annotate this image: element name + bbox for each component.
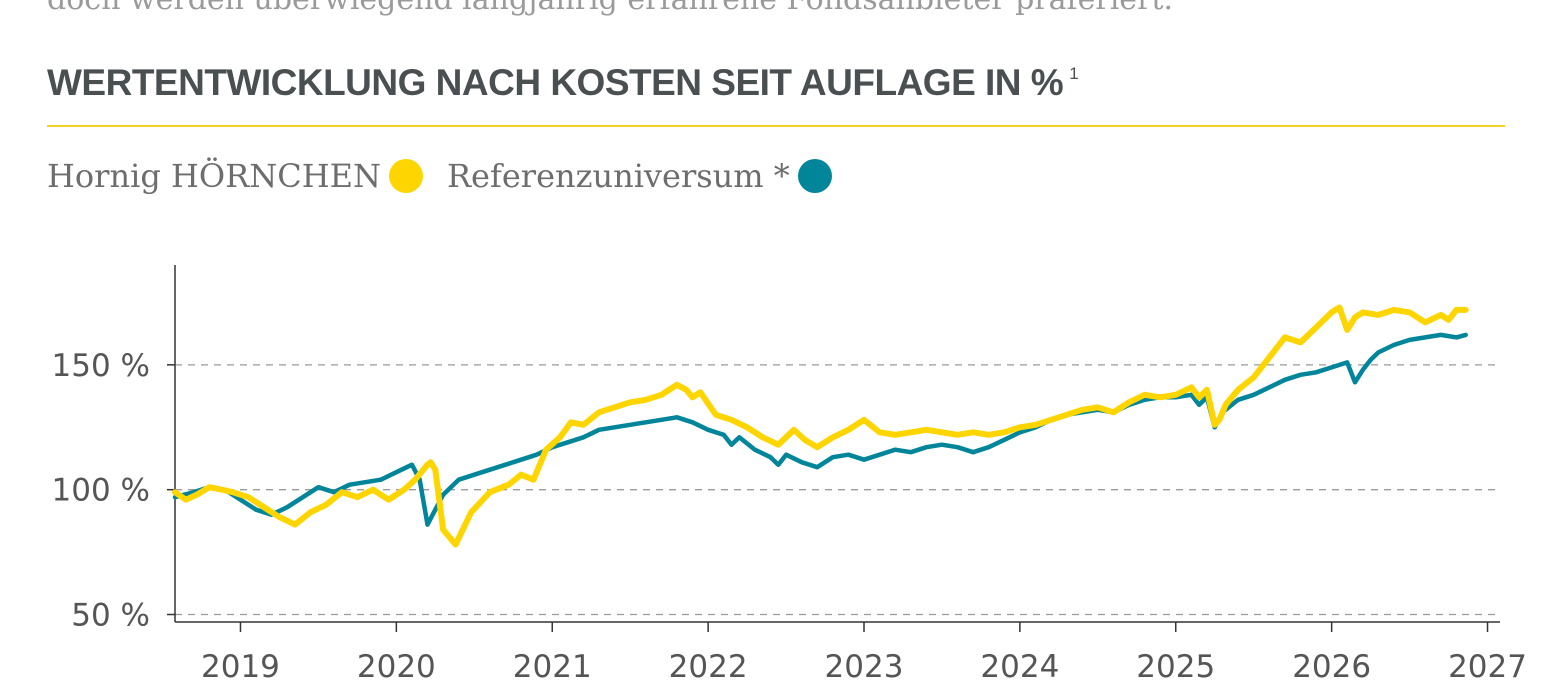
legend-item-hornig: Hornig HÖRNCHEN bbox=[47, 157, 423, 195]
series-line-referenz bbox=[172, 332, 1468, 527]
x-tick-label: 2024 bbox=[980, 649, 1059, 680]
chart-legend: Hornig HÖRNCHEN Referenzuniversum * bbox=[47, 152, 856, 200]
x-tick-label: 2026 bbox=[1292, 649, 1371, 680]
legend-label-referenz: Referenzuniversum * bbox=[446, 157, 790, 195]
chart-title: WERTENTWICKLUNG NACH KOSTEN SEIT AUFLAGE… bbox=[47, 62, 1079, 104]
legend-label-hornig: Hornig HÖRNCHEN bbox=[47, 157, 381, 195]
y-tick-label: 150 % bbox=[52, 348, 150, 384]
chart-title-text: WERTENTWICKLUNG NACH KOSTEN SEIT AUFLAGE… bbox=[47, 62, 1064, 103]
title-divider bbox=[47, 125, 1505, 127]
y-tick-label: 50 % bbox=[71, 598, 150, 634]
legend-swatch-referenz bbox=[797, 159, 832, 193]
legend-swatch-hornig bbox=[388, 159, 423, 193]
x-tick-label: 2027 bbox=[1448, 649, 1527, 680]
y-tick-label: 100 % bbox=[52, 473, 150, 509]
series-line-hornig bbox=[172, 304, 1469, 548]
intro-text: doch werden überwiegend langjährig erfah… bbox=[47, 0, 1173, 17]
legend-item-referenz: Referenzuniversum * bbox=[447, 157, 832, 195]
x-tick-label: 2020 bbox=[357, 649, 436, 680]
x-tick-label: 2021 bbox=[513, 649, 592, 680]
x-tick-label: 2025 bbox=[1136, 649, 1215, 680]
x-tick-label: 2022 bbox=[669, 649, 748, 680]
x-tick-label: 2023 bbox=[825, 649, 904, 680]
x-tick-label: 2019 bbox=[201, 649, 280, 680]
title-footnote-marker: 1 bbox=[1069, 64, 1079, 83]
